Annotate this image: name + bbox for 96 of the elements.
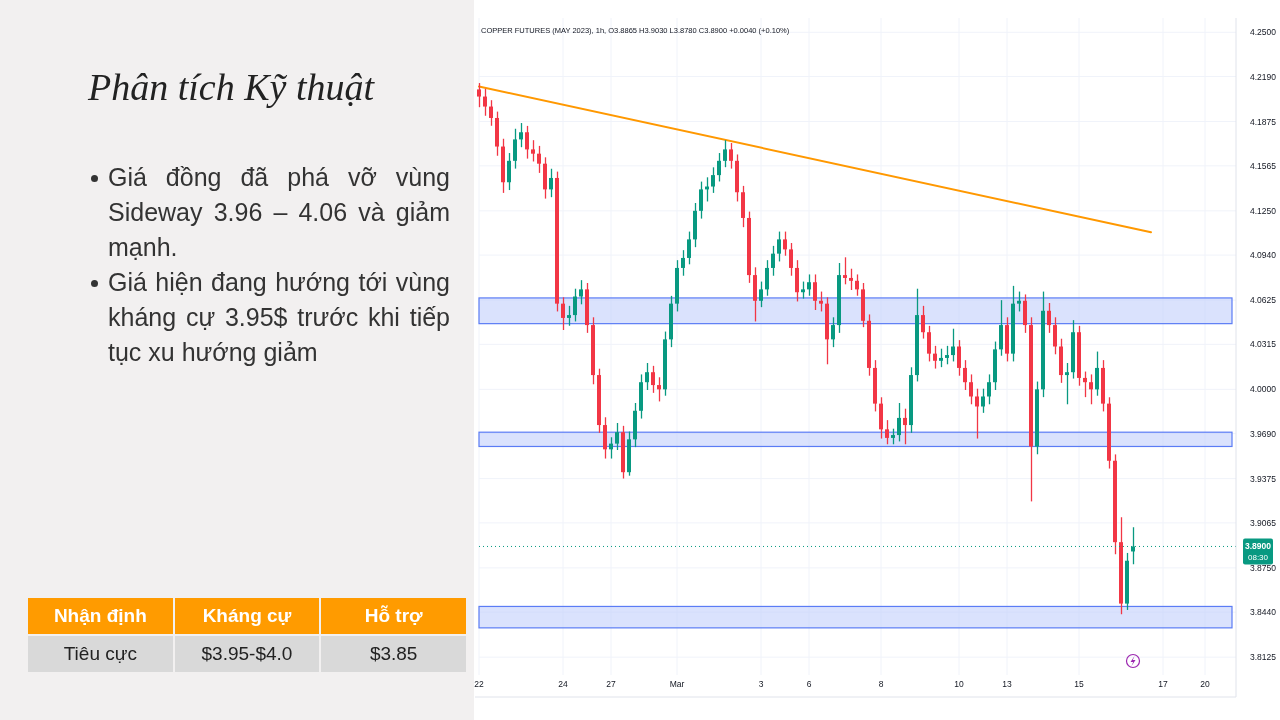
y-tick-label: 4.0940 [1250,250,1277,261]
candlestick [717,153,721,182]
candlestick [507,153,511,191]
x-tick-label: 22 [474,679,484,689]
text: Giá hiện đang hướng tới vùng kháng cự 3.95$ trước khi tiếp tục xu hướng giảm [108,267,450,368]
candlestick [933,345,937,369]
y-tick-label: 4.0315 [1250,339,1277,350]
candlestick [687,231,691,265]
y-tick-label: 3.8750 [1250,562,1277,573]
text: Kháng cự [174,598,320,634]
candlestick [963,360,967,390]
candlestick [987,374,991,405]
y-tick-label: 4.2500 [1250,27,1277,38]
candlestick [525,125,529,159]
candlestick [789,243,793,276]
x-tick-label: 8 [878,679,884,689]
candlestick [723,140,727,168]
y-tick-label: 4.2190 [1250,71,1277,82]
candlestick [927,325,931,362]
text: Tiêu cực [28,636,173,672]
candlestick [951,328,955,362]
candlestick [489,100,493,126]
x-tick-label: 13 [1002,679,1012,689]
candlestick [885,420,889,445]
candlestick [699,181,703,219]
x-tick-label: 15 [1074,679,1084,689]
y-tick-label: 4.1250 [1250,205,1277,216]
x-tick-label: Mar [669,679,685,689]
text: Hỗ trợ [321,598,466,634]
candlestick [969,374,973,405]
candlestick [765,260,769,296]
y-tick-label: 3.9065 [1250,517,1277,528]
candlestick [681,250,685,276]
candlestick [831,317,835,348]
candlestick [615,422,619,450]
y-tick-label: 3.8440 [1250,607,1277,618]
candlestick [567,305,571,326]
candlestick [843,257,847,285]
candlestick [855,274,859,296]
candlestick [759,281,763,308]
candlestick [561,297,565,331]
candlestick [519,123,523,148]
candlestick [483,88,487,116]
text: $3.95-$4.0 [174,636,320,672]
x-tick-label: 3 [758,679,764,689]
candlestick [1017,291,1021,312]
candlestick [807,274,811,296]
text: Giá đồng đã phá vỡ vùng Sideway 3.96 – 4.06 và giảm mạnh. [108,162,450,263]
x-tick-label: 17 [1158,679,1168,689]
candlestick [573,288,577,322]
y-tick-label: 4.1875 [1250,116,1277,127]
candlestick [645,362,649,390]
candlestick [813,274,817,311]
candlestick [777,231,781,262]
candlestick [513,128,517,169]
candlestick [579,280,583,305]
candlestick [729,143,733,169]
ref-line-label: 3.8900 [1245,541,1272,552]
candlestick [1053,317,1057,355]
candlestick [783,231,787,256]
y-tick-label: 4.0000 [1250,384,1277,395]
candlestick [981,388,985,413]
candlestick [1095,351,1099,396]
text: 08:30 [1247,553,1269,563]
candlestick [975,388,979,439]
candlestick [657,377,661,402]
candlestick [1047,303,1051,333]
candlestick [921,305,925,339]
x-tick-label: 6 [806,679,812,689]
candlestick [651,365,655,393]
y-tick-label: 3.8125 [1250,652,1277,663]
text: $3.85 [321,636,466,672]
candlestick [531,140,535,162]
y-tick-label: 4.1565 [1250,160,1277,171]
text: Nhận định [28,598,173,634]
candlestick [1089,374,1093,405]
candlestick [477,83,481,108]
candlestick [897,402,901,442]
candlestick [957,340,961,376]
x-tick-label: 24 [558,679,568,689]
text: Phân tích Kỹ thuật [87,66,376,108]
x-tick-label: 20 [1200,679,1210,689]
y-tick-label: 4.0625 [1250,295,1277,306]
y-tick-label: 3.9690 [1250,428,1277,439]
candlestick [537,145,541,173]
candlestick [711,167,715,193]
candlestick [819,291,823,312]
x-tick-label: 27 [606,679,616,689]
candlestick [849,268,853,291]
candlestick [1083,371,1087,398]
candlestick [903,408,907,445]
candlestick [549,168,553,198]
y-tick-label: 3.9375 [1250,473,1277,484]
candlestick [1065,362,1069,405]
candlestick [771,245,775,276]
x-tick-label: 10 [954,679,964,689]
